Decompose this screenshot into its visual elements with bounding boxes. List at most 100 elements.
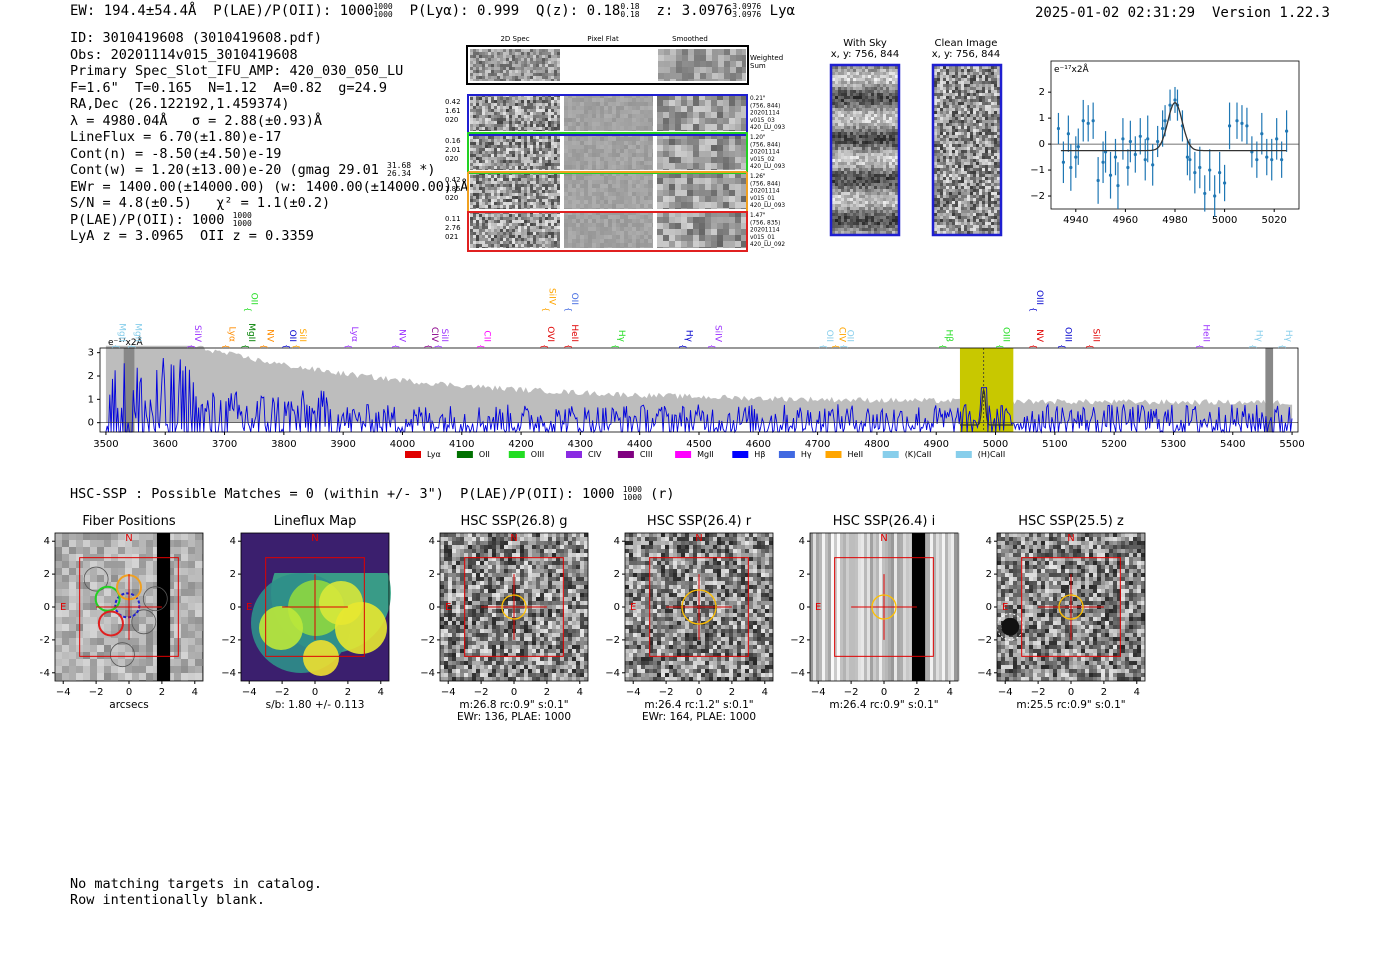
img-xtick-label: 2: [1101, 687, 1107, 698]
img-xtick-label: −4: [998, 687, 1013, 698]
zoom-point: [1208, 168, 1212, 172]
catalog-footer: No matching targets in catalog. Row inte…: [70, 876, 322, 908]
z-hi: 3.0976: [732, 2, 762, 11]
line-label-brace: {: [392, 344, 401, 349]
spectrum-xtick-label: 3700: [212, 439, 237, 450]
aperture-box: [649, 557, 749, 657]
zoom-xtick-label: 4940: [1063, 215, 1088, 226]
zoom-point: [1265, 155, 1269, 159]
aperture-box: [464, 557, 564, 657]
img-ytick-label: −4: [420, 668, 435, 679]
line-label-brace: {: [221, 344, 230, 349]
legend-swatch: [732, 451, 749, 458]
img-ytick-label: −4: [977, 668, 992, 679]
line-label: OIII: [1000, 327, 1010, 342]
zoom-point: [1240, 121, 1244, 125]
row0-left-label: 1.61: [445, 107, 461, 115]
img-xtick-label: −2: [1031, 687, 1046, 698]
line-label-brace: {: [112, 344, 121, 349]
img-ytick-label: −2: [605, 635, 620, 646]
zoom-point: [1096, 178, 1100, 183]
spectrum-ytick-label: 1: [88, 394, 94, 405]
line-label-brace: {: [476, 344, 485, 349]
legend-swatch: [955, 451, 972, 458]
img-xtick-label: 4: [1134, 687, 1140, 698]
chip-gap: [911, 533, 926, 681]
north-marker: N: [510, 533, 517, 544]
imaging-panels: Fiber Positions N E −4 −2 0 2 4 4 2 0 −2 −4 arcsecs Li…: [40, 514, 1146, 723]
spectrum-xtick-label: 4000: [390, 439, 415, 450]
match-lo: 1000: [622, 493, 642, 502]
row0-right-label: (756, 844): [750, 103, 780, 109]
img-ytick-label: 4: [44, 536, 50, 547]
zoom-datapoints: [1056, 86, 1289, 217]
spec-stamps-panel: 2D Spec Pixel Flat Smoothed Weighted Sum 0.42…: [440, 34, 800, 259]
panel-caption-1: s/b: 1.80 +/- 0.113: [266, 699, 365, 711]
row0-right-label: 420_LU_093: [750, 125, 785, 131]
qz-value: Q(z): 0.18: [536, 3, 621, 19]
line-label-brace: {: [564, 344, 573, 349]
zoom-xtick-label: 4960: [1113, 215, 1138, 226]
line-label-brace: {: [128, 344, 137, 349]
row2-2d-spec: [470, 172, 560, 209]
panel-caption-2: EWr: 136, PLAE: 1000: [457, 711, 571, 723]
line-label: NV: [264, 329, 274, 343]
img-xtick-label: −4: [242, 687, 257, 698]
imaging-noise: [997, 533, 1145, 681]
row1-left-label: 020: [445, 155, 458, 163]
north-marker: N: [695, 533, 702, 544]
panel-title: Lineflux Map: [274, 514, 357, 529]
zoom-point: [1074, 155, 1078, 159]
footer-line-2: Row intentionally blank.: [70, 892, 266, 908]
line-label: OVI: [545, 326, 555, 342]
img-ytick-label: 4: [230, 536, 236, 547]
weighted-smoothed: [658, 49, 746, 81]
zoom-point: [1213, 194, 1217, 198]
row1-right-label: 20201114: [750, 150, 780, 156]
panel-caption-1: arcsecs: [109, 699, 148, 711]
zoom-ytick-label: −1: [1030, 165, 1045, 176]
legend-swatch: [617, 451, 634, 458]
line-label: Hγ: [1283, 330, 1293, 343]
imaging-panel-1: Lineflux Map N E −4 −2 0 2 4 4 2 0 −2 −4 s/b: 1.80 +/…: [221, 514, 391, 711]
plae-text: P(LAE)/P(OII): 1000: [70, 211, 225, 228]
img-ytick-label: −4: [221, 668, 236, 679]
zoom-point: [1245, 124, 1249, 128]
lineflux-blob: [303, 640, 339, 676]
img-xtick-label: −2: [89, 687, 104, 698]
legend-label: (H)CaII: [978, 450, 1005, 459]
zoom-ytick-label: 0: [1039, 139, 1045, 150]
legend-swatch: [825, 451, 842, 458]
row2-right-label: 20201114: [750, 189, 780, 195]
zoom-point: [1163, 119, 1167, 123]
row-frame-red: [467, 211, 748, 252]
line-label-brace: {: [1058, 344, 1067, 349]
north-marker: N: [1067, 533, 1074, 544]
row0-smoothed: [657, 94, 746, 131]
panel-caption-1: m:26.8 rc:0.9" s:0.1": [459, 699, 568, 711]
clean-cutout-title: Clean Image x, y: 756, 844: [921, 38, 1011, 60]
legend-label: CIII: [640, 450, 653, 459]
line-label-brace: {: [1085, 344, 1094, 349]
line-label: MgII: [133, 323, 143, 342]
panel-caption-1: m:26.4 rc:1.2" s:0.1": [644, 699, 753, 711]
row3-right-label: (756, 835): [750, 220, 780, 226]
panel-title: Fiber Positions: [82, 514, 175, 529]
line-label: OII: [287, 330, 297, 342]
fiber-circle: [142, 586, 168, 612]
spectrum-ytick-label: 2: [88, 371, 94, 382]
version: Version 1.22.3: [1211, 5, 1330, 21]
line-label-brace: {: [187, 344, 196, 349]
line-label: OII: [824, 330, 834, 342]
line-label: SiII: [297, 328, 307, 342]
zoom-point: [1203, 191, 1207, 196]
line-label: Lyα: [349, 327, 359, 343]
hsc-match-summary: HSC-SSP : Possible Matches = 0 (within +…: [70, 486, 675, 503]
contw-hi: 31.68: [387, 161, 412, 170]
north-marker: N: [880, 533, 887, 544]
line-label: Hγ: [616, 330, 626, 343]
detection-info: ID: 3010419608 (3010419608.pdf) Obs: 202…: [70, 30, 468, 245]
img-ytick-label: 4: [986, 536, 992, 547]
